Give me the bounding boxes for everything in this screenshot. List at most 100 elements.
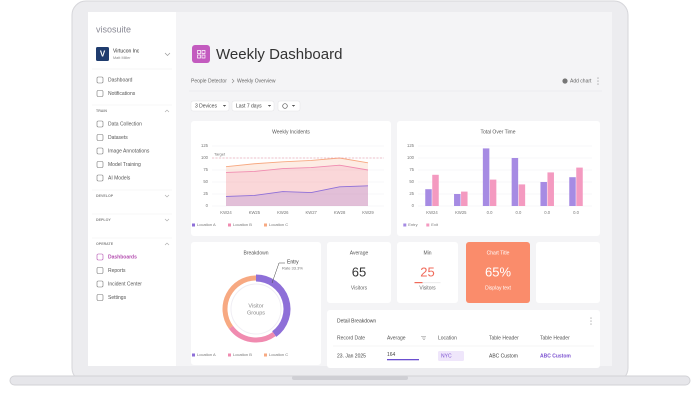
card [397,121,600,236]
menu-item[interactable]: Settings [108,295,127,301]
bar [425,189,432,206]
logo: visosuite [96,24,131,34]
legend-label: Entry [408,222,417,227]
area-line [225,185,369,197]
menu-item[interactable]: Image Annotations [108,148,150,154]
donut-inner-ring [230,283,282,335]
menu-item[interactable]: Dashboards [108,254,137,260]
card [397,242,458,303]
menu-item[interactable]: Data Collection [108,121,142,127]
area-fill [226,158,368,206]
filter-dropdown[interactable] [231,100,275,112]
chevron[interactable] [164,242,170,246]
legend-swatch [192,353,195,357]
section-title: TRAIN [96,109,107,113]
sort-icon [421,336,426,340]
menu-item[interactable]: Datasets [108,135,128,141]
table-cell: NYC [441,353,452,359]
area-line [225,164,369,173]
caret [291,104,296,107]
y-tick-label: 50 [203,179,208,184]
annotation-title: Entry [287,259,299,265]
bar [547,172,554,206]
legend-swatch [228,353,231,357]
table-cell: ABC Custom [540,353,571,359]
menu-icon [96,267,104,274]
sidebar [88,12,176,366]
add-chart[interactable]: Add chart [570,78,592,84]
org-avatar [96,47,109,61]
legend-swatch [228,223,231,227]
cell-bar [387,359,419,361]
kpi-value: 65% [485,264,511,279]
legend-swatch [192,223,195,227]
bar [454,194,461,206]
x-tick-label: KW25 [455,210,467,215]
x-tick-label: KW27 [305,210,317,215]
breadcrumb[interactable]: People Detector [191,78,227,84]
chevron[interactable] [164,218,170,222]
menu-icon [96,76,104,84]
y-tick-label: 25 [409,191,414,196]
menu-item[interactable]: AI Models [108,175,131,181]
kpi-title: Chart Title [487,250,510,256]
legend-swatch [403,223,407,227]
filter-label[interactable]: Last 7 days [236,103,262,109]
chevron[interactable] [164,109,170,113]
kpi-value: 65 [352,264,366,279]
x-tick-label: KW24 [426,210,438,215]
bar [489,179,497,206]
donut-center-label: Groups [247,310,265,316]
x-tick-label: KW25 [249,210,261,215]
table-header: Table Header [489,335,519,341]
legend-label: Location B [233,352,252,357]
chart-title: Total Over Time [480,129,515,135]
filter-label[interactable]: 3 Devices [195,103,217,109]
refresh-button[interactable] [277,100,301,112]
donut-segment [222,275,257,329]
menu-icon [96,280,104,288]
legend-swatch [264,353,267,357]
org-name: Virtucon Inc [113,48,140,54]
x-tick-label: KW26 [277,210,289,215]
menu-item[interactable]: Reports [108,268,126,274]
caret [267,104,272,107]
target-label: Target [214,152,226,157]
table-header: Record Date [337,335,365,341]
menu-item[interactable]: Incident Center [108,281,142,287]
menu-icon [96,174,104,182]
card [466,242,530,303]
x-tick-label: KW28 [334,210,346,215]
annotation-text: Rate 33.3% [282,266,303,271]
chevron[interactable] [164,194,170,198]
laptop-notch [292,376,408,380]
y-tick-label: 0 [206,203,209,208]
legend-label: Location A [197,352,216,357]
add-icon [562,78,568,84]
donut-center-label: Visitor [248,303,263,309]
kpi-unit: Display text [485,285,511,291]
table-cell: ABC Custom [489,353,518,359]
location-chip [438,351,464,361]
donut-segment [255,274,291,337]
legend-label: Location B [233,222,252,227]
breadcrumb: Weekly Overview [237,78,276,84]
section-title: OPERATE [96,242,114,246]
kpi-unit: Visitors [351,285,368,291]
section-title: DEPLOY [96,218,111,222]
page-title: Weekly Dashboard [216,46,342,63]
bar [511,158,519,206]
table-header: Average [387,335,406,341]
card [191,121,391,236]
menu-item[interactable]: Notifications [108,91,136,97]
y-tick-label: 25 [203,191,208,196]
menu-item[interactable]: Dashboard [108,77,133,83]
filter-dropdown[interactable] [190,100,230,112]
x-tick-label: 0.0 [573,210,579,215]
kpi-value: 25 [420,264,434,279]
menu-icon [96,294,104,301]
menu-item[interactable]: Model Training [108,162,141,168]
x-tick-label: KW24 [220,210,232,215]
menu-icon [96,253,104,261]
